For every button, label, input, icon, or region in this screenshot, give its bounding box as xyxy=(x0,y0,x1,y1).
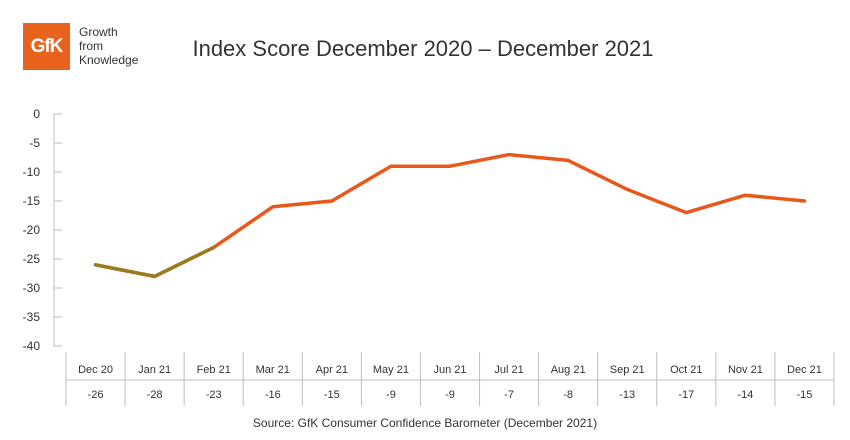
data-point xyxy=(743,193,747,197)
data-point xyxy=(625,187,629,191)
data-point xyxy=(802,199,807,203)
data-point xyxy=(389,164,393,168)
x-category-label: Feb 21 xyxy=(197,364,231,376)
series-line-highlight xyxy=(93,245,216,279)
data-value-label: -16 xyxy=(265,389,281,401)
x-category-label: Dec 20 xyxy=(78,364,113,376)
y-tick-label: -20 xyxy=(23,223,41,237)
data-point xyxy=(212,245,216,249)
data-value-label: -23 xyxy=(206,389,222,401)
series-line xyxy=(93,152,807,279)
x-category-label: Jun 21 xyxy=(433,364,466,376)
x-category-label: Apr 21 xyxy=(316,364,348,376)
x-category-label: Sep 21 xyxy=(610,364,645,376)
tagline-line-1: Growth xyxy=(79,25,118,39)
data-value-label: -8 xyxy=(563,389,573,401)
tagline-line-3: Knowledge xyxy=(79,53,139,67)
data-value-label: -17 xyxy=(678,389,694,401)
data-value-label: -15 xyxy=(797,389,813,401)
y-tick-label: -15 xyxy=(23,194,41,208)
x-category-label: Oct 21 xyxy=(670,364,702,376)
y-tick-label: -10 xyxy=(23,165,41,179)
y-tick-label: -25 xyxy=(23,252,41,266)
data-point xyxy=(271,205,275,209)
data-value-label: -15 xyxy=(324,389,340,401)
data-point xyxy=(330,199,334,203)
tagline-line-2: from xyxy=(79,39,103,53)
x-category-label: Nov 21 xyxy=(728,364,763,376)
data-point xyxy=(153,274,157,278)
x-category-label: Jan 21 xyxy=(138,364,171,376)
x-category-label: May 21 xyxy=(373,364,409,376)
data-value-label: -13 xyxy=(619,389,635,401)
x-category-label: Dec 21 xyxy=(787,364,822,376)
data-point xyxy=(566,158,570,162)
data-value-label: -14 xyxy=(737,389,753,401)
chart-title-wrap: Index Score December 2020 – December 202… xyxy=(0,36,850,62)
chart-title: Index Score December 2020 – December 202… xyxy=(192,36,654,61)
data-value-label: -7 xyxy=(504,389,514,401)
gfk-logo: GfK xyxy=(23,23,70,70)
y-tick-label: -40 xyxy=(23,339,41,353)
y-tick-label: -5 xyxy=(29,136,40,150)
logo-text: GfK xyxy=(30,35,64,57)
x-category-label: Mar 21 xyxy=(256,364,290,376)
data-point xyxy=(507,153,511,157)
data-point xyxy=(684,211,688,215)
data-value-label: -28 xyxy=(147,389,163,401)
x-category-label: Jul 21 xyxy=(494,364,523,376)
y-tick-label: 0 xyxy=(33,107,40,121)
y-tick-label: -35 xyxy=(23,310,41,324)
x-category-label: Aug 21 xyxy=(551,364,586,376)
data-value-label: -9 xyxy=(445,389,455,401)
y-tick-label: -30 xyxy=(23,281,41,295)
brand-tagline: Growth from Knowledge xyxy=(79,25,138,67)
source-note: Source: GfK Consumer Confidence Baromete… xyxy=(252,416,598,430)
data-value-label: -9 xyxy=(386,389,396,401)
data-point xyxy=(448,164,452,168)
data-value-label: -26 xyxy=(88,389,104,401)
data-point xyxy=(93,263,98,267)
